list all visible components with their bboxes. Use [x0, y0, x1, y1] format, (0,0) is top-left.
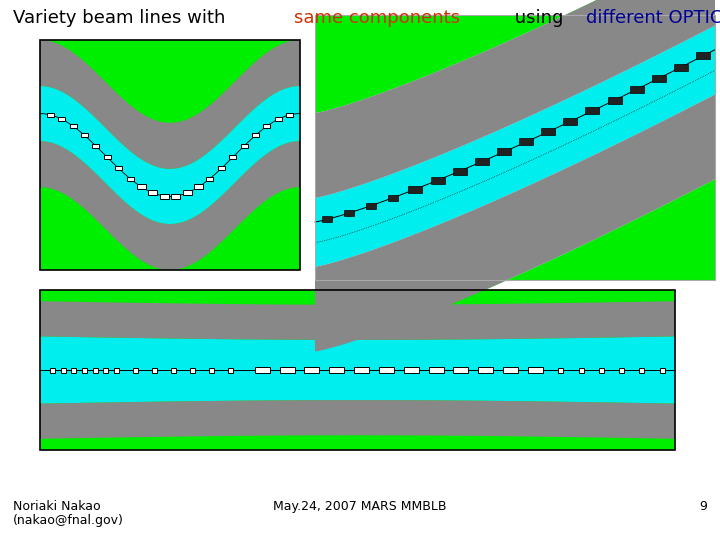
Bar	[137, 185, 146, 190]
Bar	[82, 368, 87, 373]
Bar	[619, 368, 624, 373]
Polygon shape	[315, 94, 715, 352]
Bar	[315, 15, 715, 280]
Bar	[93, 368, 97, 373]
Bar	[60, 368, 66, 373]
Text: (nakao@fnal.gov): (nakao@fnal.gov)	[13, 514, 124, 527]
Polygon shape	[315, 0, 715, 198]
Bar	[171, 193, 180, 199]
Bar	[40, 290, 675, 450]
Bar	[428, 367, 444, 373]
Bar	[152, 368, 157, 373]
Bar	[674, 64, 688, 71]
Bar	[639, 368, 644, 373]
Bar	[528, 367, 543, 373]
Bar	[579, 368, 583, 373]
Bar	[275, 117, 282, 121]
Bar	[608, 97, 621, 104]
Bar	[209, 368, 214, 373]
Bar	[115, 166, 122, 171]
Bar	[478, 367, 493, 373]
Bar	[194, 185, 203, 190]
Bar	[114, 368, 119, 373]
Bar	[344, 210, 354, 216]
Polygon shape	[40, 86, 300, 224]
Bar	[660, 368, 665, 373]
Bar	[366, 202, 377, 208]
Bar	[207, 177, 213, 180]
Bar	[40, 40, 300, 270]
Bar	[183, 191, 192, 195]
Bar	[408, 186, 423, 193]
Bar	[50, 368, 55, 373]
Bar	[563, 118, 577, 125]
Polygon shape	[40, 400, 675, 439]
Bar	[329, 367, 344, 373]
Polygon shape	[315, 179, 715, 352]
Bar	[497, 148, 511, 156]
Bar	[388, 194, 398, 201]
Text: Noriaki Nakao: Noriaki Nakao	[13, 500, 101, 513]
Bar	[431, 177, 444, 184]
Bar	[104, 156, 111, 159]
Bar	[315, 15, 715, 280]
Bar	[696, 52, 710, 59]
Bar	[264, 124, 270, 128]
Bar	[322, 217, 332, 222]
Polygon shape	[40, 141, 300, 270]
Bar	[541, 129, 555, 136]
Bar	[404, 367, 419, 373]
Bar	[652, 75, 666, 82]
Polygon shape	[40, 40, 300, 169]
Text: Variety beam lines with: Variety beam lines with	[13, 9, 231, 27]
Polygon shape	[315, 0, 715, 113]
Bar	[630, 86, 644, 93]
Bar	[255, 367, 270, 373]
Bar	[585, 107, 600, 114]
Bar	[503, 367, 518, 373]
Bar	[286, 113, 293, 117]
Bar	[379, 367, 394, 373]
Bar	[228, 368, 233, 373]
Bar	[279, 367, 294, 373]
Polygon shape	[315, 25, 715, 267]
Bar	[40, 40, 300, 270]
Bar	[519, 138, 533, 145]
Bar	[92, 144, 99, 148]
Polygon shape	[40, 336, 675, 403]
Text: 9: 9	[699, 500, 707, 513]
Bar	[40, 290, 675, 450]
Bar	[127, 177, 134, 180]
Text: May.24, 2007 MARS MMBLB: May.24, 2007 MARS MMBLB	[274, 500, 446, 513]
Bar	[190, 368, 195, 373]
Bar	[558, 368, 563, 373]
Bar	[305, 367, 320, 373]
Bar	[103, 368, 108, 373]
Bar	[454, 367, 468, 373]
Bar	[132, 368, 138, 373]
Text: same components: same components	[294, 9, 461, 27]
Bar	[217, 166, 225, 171]
Text: different OPTICS: different OPTICS	[586, 9, 720, 27]
Text: using: using	[508, 9, 569, 27]
Bar	[252, 133, 259, 137]
Bar	[354, 367, 369, 373]
Polygon shape	[40, 301, 675, 340]
Bar	[474, 158, 489, 165]
Bar	[81, 133, 88, 137]
Bar	[160, 193, 168, 199]
Bar	[453, 167, 467, 174]
Bar	[47, 113, 54, 117]
Bar	[70, 124, 77, 128]
Bar	[599, 368, 604, 373]
Bar	[171, 368, 176, 373]
Bar	[58, 117, 66, 121]
Bar	[71, 368, 76, 373]
Bar	[148, 191, 158, 195]
Bar	[229, 156, 236, 159]
Bar	[240, 144, 248, 148]
